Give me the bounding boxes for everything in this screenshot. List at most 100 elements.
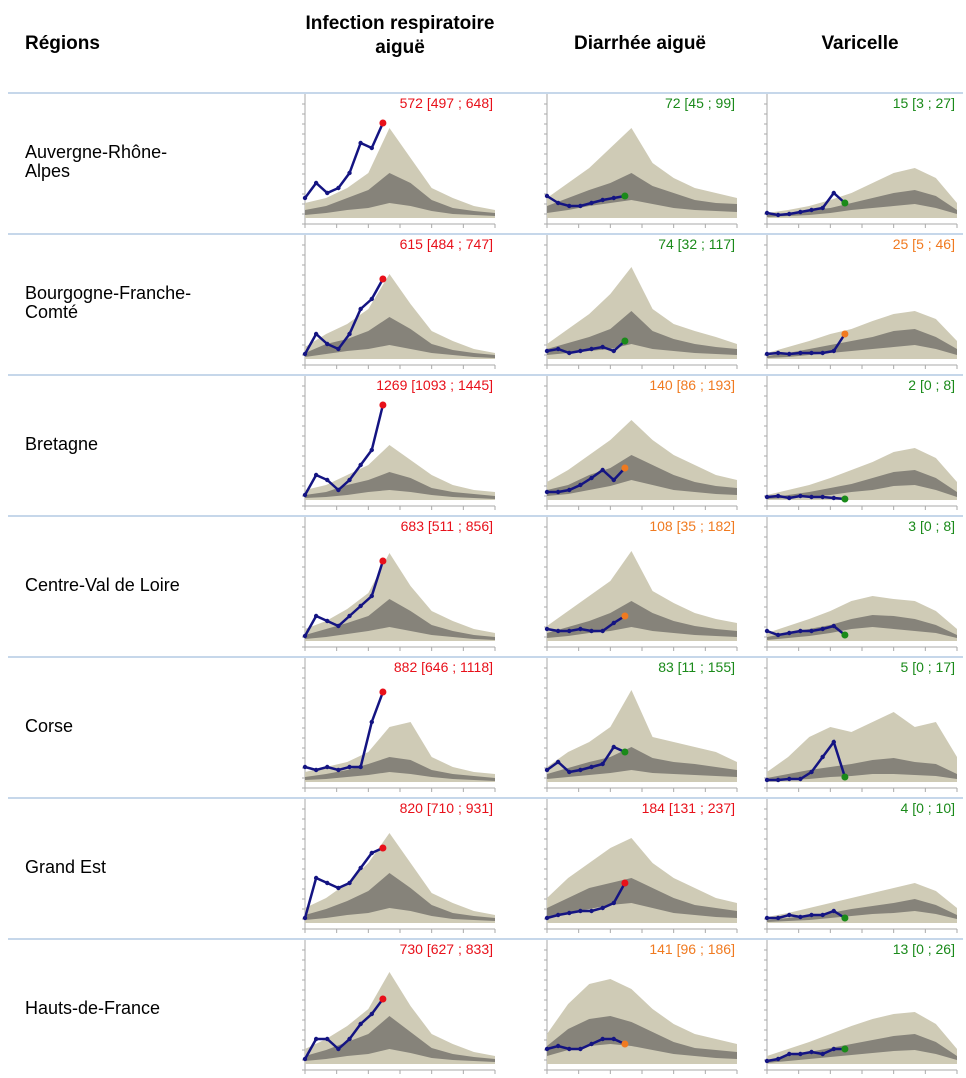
observed-point (798, 776, 803, 782)
sparkline: 1269 [1093 ; 1445] (302, 376, 496, 510)
header-cell: Régions (25, 33, 100, 54)
current-point (621, 337, 629, 345)
observed-point (589, 764, 594, 770)
observed-point (325, 477, 330, 483)
observed-point (600, 467, 605, 473)
observed-point (809, 494, 814, 500)
observed-point (544, 1046, 550, 1052)
cell-value-label: 683 [511 ; 856] (401, 518, 493, 534)
cell-value-label: 83 [11 ; 155] (658, 659, 735, 675)
observed-point (358, 865, 363, 871)
cell-value-label: 3 [0 ; 8] (908, 518, 955, 534)
inner-band (547, 1016, 737, 1059)
observed-point (787, 630, 792, 636)
header-cell: Varicelle (821, 33, 899, 54)
observed-point (358, 140, 363, 146)
row-separator (8, 797, 963, 799)
outer-band (547, 690, 737, 782)
inner-band (305, 472, 495, 499)
observed-point (325, 341, 330, 347)
observed-point (809, 769, 814, 775)
observed-point (313, 472, 319, 478)
outer-band (547, 551, 737, 641)
observed-point (567, 628, 572, 634)
observed-point (611, 1036, 616, 1042)
observed-point (809, 350, 814, 356)
observed-point (787, 351, 792, 357)
sparkline: 730 [627 ; 833] (302, 940, 496, 1074)
inner-band (305, 873, 495, 921)
observed-point (555, 489, 561, 495)
observed-point (302, 195, 308, 201)
observed-point (578, 348, 583, 354)
observed-point (555, 200, 561, 206)
region-name: Auvergne-Rhône-Alpes (25, 142, 168, 181)
observed-point (578, 482, 583, 488)
observed-point (347, 331, 352, 337)
observed-point (820, 754, 825, 760)
observed-point (336, 623, 341, 629)
observed-point (787, 495, 792, 501)
row-separator (8, 374, 963, 376)
current-point (841, 199, 849, 207)
observed-point (600, 1036, 605, 1042)
outer-band (767, 311, 957, 359)
observed-point (820, 205, 825, 211)
observed-point (313, 180, 319, 186)
observed-point (820, 1051, 825, 1057)
observed-point (600, 197, 605, 203)
observed-point (798, 628, 803, 634)
observed-point (302, 764, 308, 770)
current-point (379, 119, 387, 127)
observed-point (544, 626, 550, 632)
observed-point (313, 331, 319, 337)
observed-point (358, 462, 363, 468)
region-name: Bretagne (25, 433, 99, 454)
observed-point (820, 912, 825, 918)
observed-point (347, 170, 352, 176)
observed-point (358, 603, 363, 609)
observed-point (798, 493, 803, 499)
sparkline: 683 [511 ; 856] (302, 517, 496, 651)
outer-band (305, 128, 495, 218)
current-point (621, 1040, 629, 1048)
observed-point (600, 628, 605, 634)
cell-value-label: 882 [646 ; 1118] (394, 659, 493, 675)
observed-point (358, 306, 363, 312)
current-point (621, 464, 629, 472)
cell-value-label: 140 [86 ; 193] (649, 377, 735, 393)
current-point (841, 773, 849, 781)
current-point (621, 192, 629, 200)
observed-point (775, 493, 781, 499)
sparkline: 4 [0 ; 10] (764, 799, 958, 933)
observed-point (347, 613, 352, 619)
observed-point (831, 739, 836, 745)
sparkline: 13 [0 ; 26] (764, 940, 958, 1074)
inner-band (305, 173, 495, 216)
observed-point (611, 620, 616, 626)
inner-band (547, 747, 737, 779)
cell-value-label: 730 [627 ; 833] (400, 941, 493, 957)
observed-point (369, 593, 374, 599)
cell-value-label: 72 [45 ; 99] (665, 95, 735, 111)
current-point (841, 330, 849, 338)
observed-point (567, 910, 572, 916)
observed-point (555, 346, 561, 352)
observed-point (787, 776, 792, 782)
observed-point (611, 900, 616, 906)
observed-point (600, 761, 605, 767)
cell-value-label: 25 [5 ; 46] (893, 236, 955, 252)
observed-point (578, 908, 583, 914)
observed-point (775, 632, 781, 638)
observed-point (544, 348, 550, 354)
observed-point (589, 346, 594, 352)
cell-value-label: 5 [0 ; 17] (901, 659, 955, 675)
current-point (379, 995, 387, 1003)
region-name: Centre-Val de Loire (25, 574, 180, 595)
current-point (841, 631, 849, 639)
observed-point (325, 1036, 330, 1042)
observed-point (764, 1058, 770, 1064)
outer-band (767, 168, 957, 218)
inner-band (767, 329, 957, 358)
